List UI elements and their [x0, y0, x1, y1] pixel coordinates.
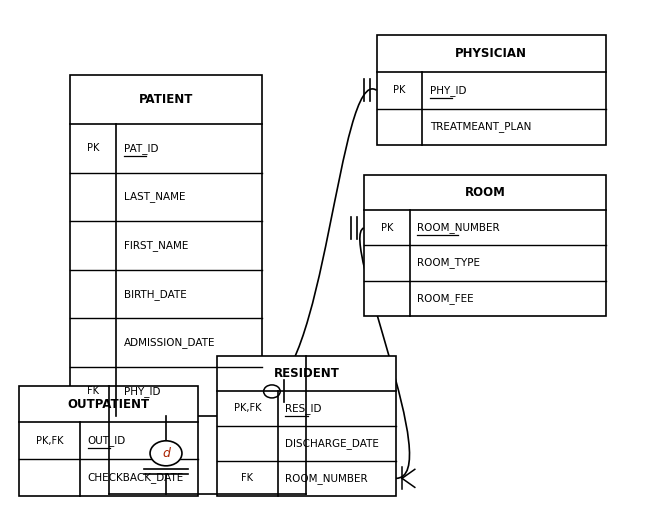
Text: PK,FK: PK,FK	[234, 403, 261, 413]
Text: FIRST_NAME: FIRST_NAME	[124, 240, 188, 251]
Text: FK: FK	[87, 386, 99, 397]
Text: PK,FK: PK,FK	[36, 436, 63, 446]
Bar	[217, 356, 396, 496]
Text: PK: PK	[393, 85, 406, 95]
Text: ROOM_TYPE: ROOM_TYPE	[417, 258, 480, 268]
Text: BIRTH_DATE: BIRTH_DATE	[124, 289, 187, 299]
Text: LAST_NAME: LAST_NAME	[124, 192, 186, 202]
Text: PHY_ID: PHY_ID	[430, 85, 467, 96]
Bar	[364, 175, 606, 316]
Bar	[376, 35, 606, 145]
Text: d: d	[162, 447, 170, 460]
Text: FK: FK	[242, 473, 253, 483]
Text: CHECKBACK_DATE: CHECKBACK_DATE	[87, 472, 184, 483]
Bar	[70, 75, 262, 416]
Text: PK: PK	[87, 143, 100, 153]
Text: ROOM_NUMBER: ROOM_NUMBER	[285, 473, 368, 484]
Text: ROOM_NUMBER: ROOM_NUMBER	[417, 222, 500, 234]
Text: OUTPATIENT: OUTPATIENT	[68, 398, 150, 410]
Text: DISCHARGE_DATE: DISCHARGE_DATE	[285, 438, 379, 449]
Text: TREATMEANT_PLAN: TREATMEANT_PLAN	[430, 122, 531, 132]
Text: RESIDENT: RESIDENT	[273, 367, 339, 380]
Text: RES_ID: RES_ID	[285, 403, 322, 414]
Text: ROOM: ROOM	[465, 187, 505, 199]
Text: PK: PK	[381, 223, 393, 233]
Text: ADMISSION_DATE: ADMISSION_DATE	[124, 337, 215, 348]
Text: PHY_ID: PHY_ID	[124, 386, 160, 397]
Text: ROOM_FEE: ROOM_FEE	[417, 293, 474, 304]
Text: PHYSICIAN: PHYSICIAN	[456, 47, 527, 60]
Circle shape	[150, 441, 182, 466]
Bar	[20, 386, 198, 496]
Text: PATIENT: PATIENT	[139, 93, 193, 106]
Text: OUT_ID: OUT_ID	[87, 435, 126, 446]
Text: PAT_ID: PAT_ID	[124, 143, 158, 154]
